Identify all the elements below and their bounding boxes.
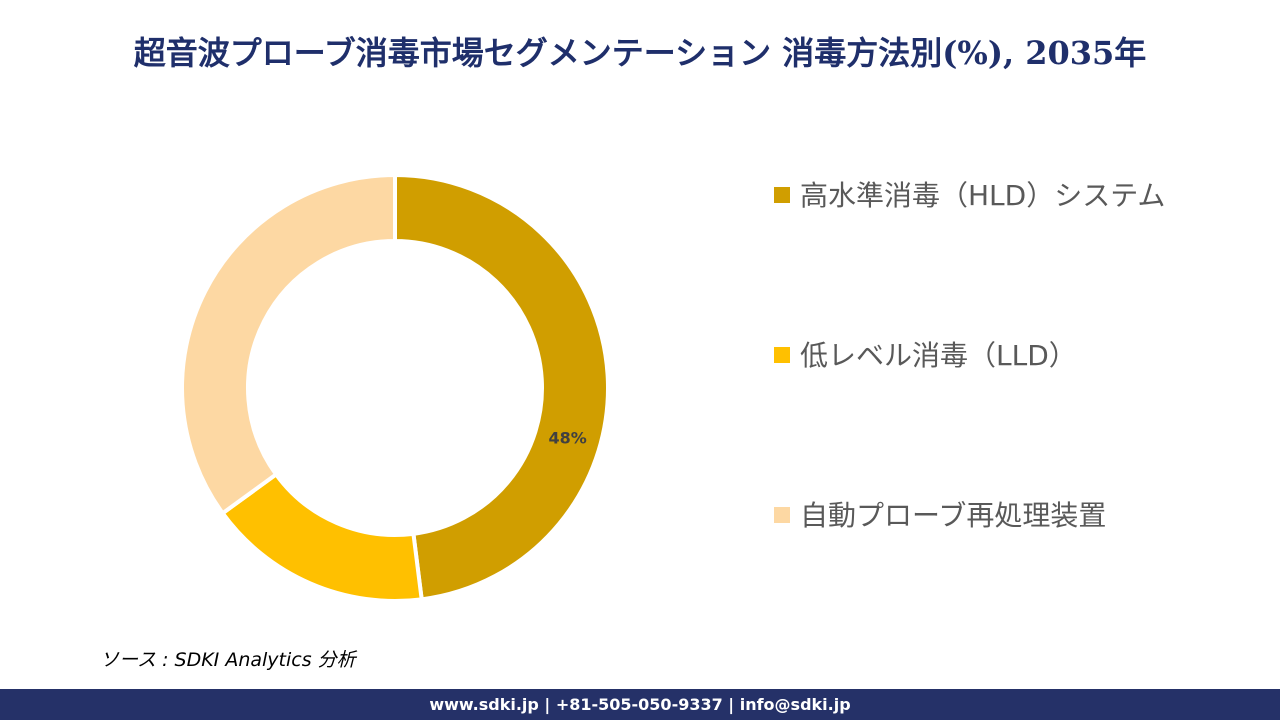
- legend-entry: 低レベル消毒（LLD）: [770, 330, 1180, 382]
- data-label: 48%: [548, 428, 586, 447]
- legend-label: 低レベル消毒（LLD）: [800, 339, 1077, 372]
- source: ソース : SDKI Analytics 分析: [100, 649, 356, 671]
- footer: www.sdki.jp | +81-505-050-9337 | info@sd…: [0, 689, 1280, 720]
- legend-entry: 自動プローブ再処理装置: [770, 490, 1180, 542]
- legend-swatch: [774, 187, 790, 203]
- legend-swatch: [774, 347, 790, 363]
- chart-title: 超音波プローブ消毒市場セグメンテーション 消毒方法別(%), 2035年: [133, 34, 1147, 72]
- legend-entry: 高水準消毒（HLD）システム: [770, 170, 1180, 222]
- donut-segment: [180, 172, 397, 516]
- donut-segment: [393, 172, 610, 602]
- legend-label: 自動プローブ再処理装置: [800, 499, 1107, 532]
- legend-swatch: [774, 507, 790, 523]
- legend-label: 高水準消毒（HLD）システム: [800, 179, 1166, 212]
